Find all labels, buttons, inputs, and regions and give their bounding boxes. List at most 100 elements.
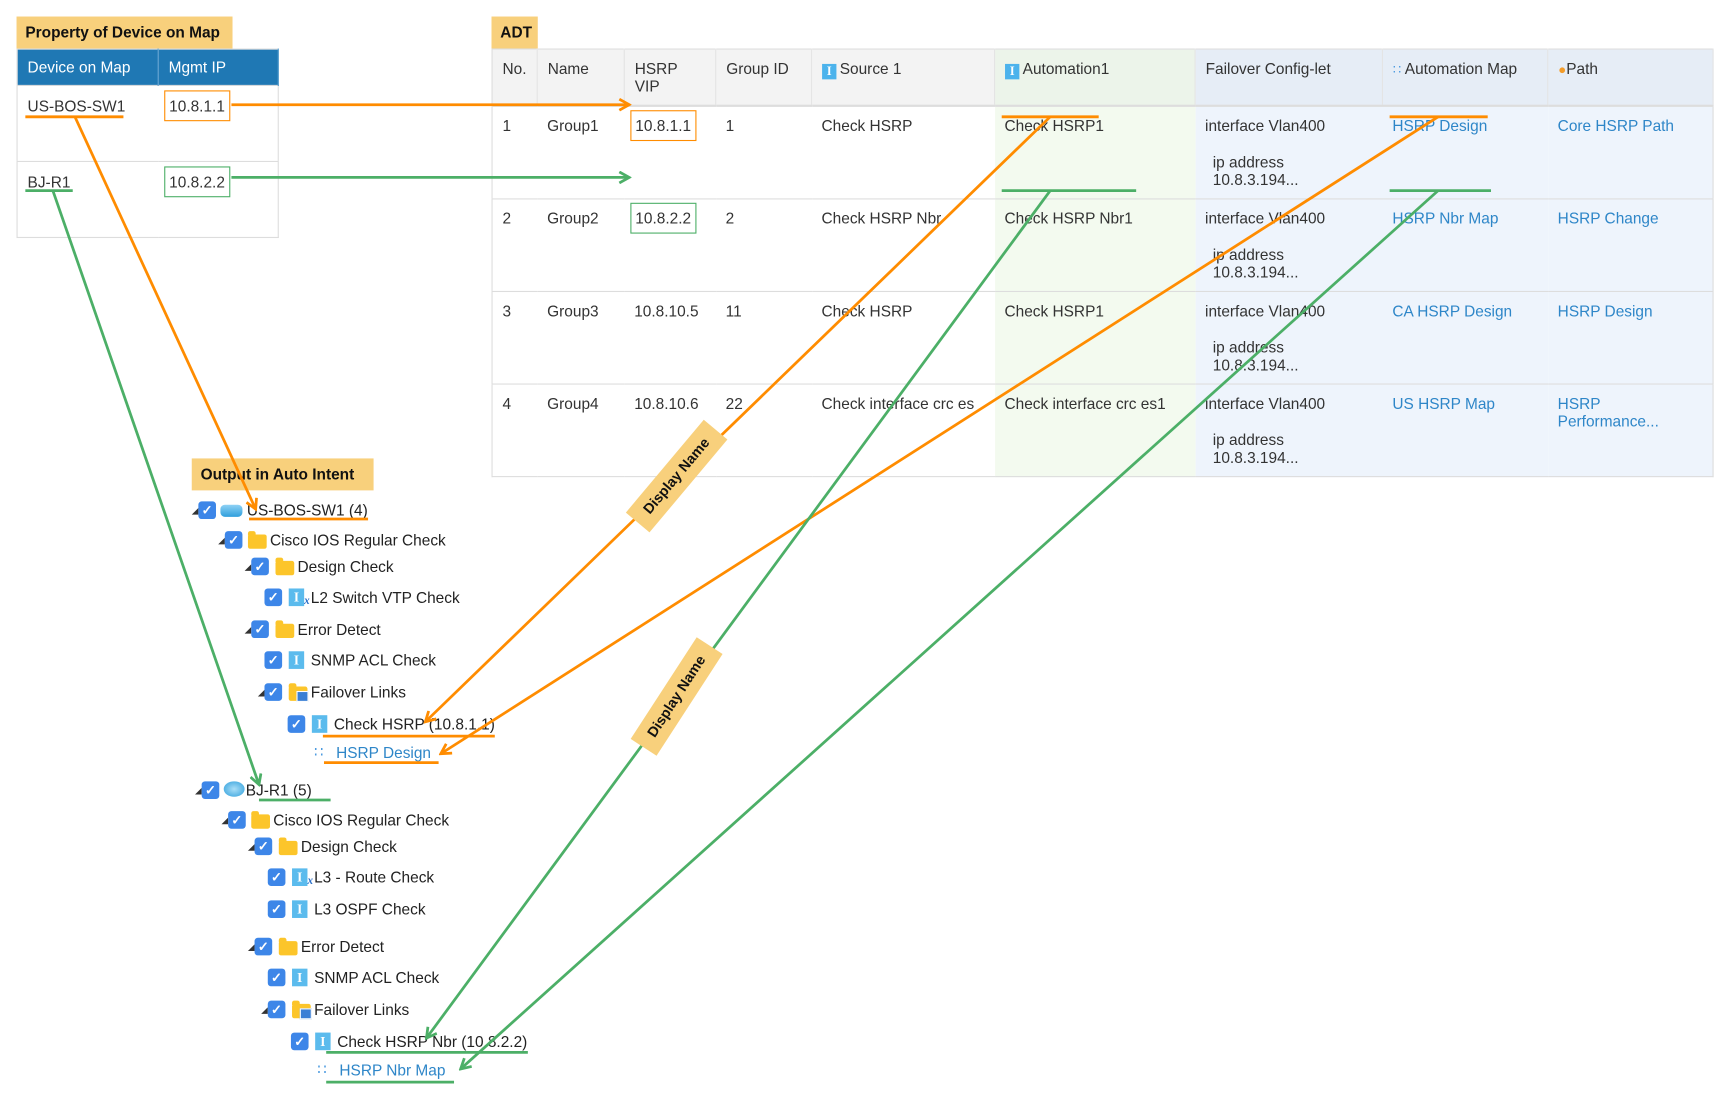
mgmt-ip: 10.8.2.2	[163, 166, 231, 198]
node-label: L3 - Route Check	[314, 868, 435, 887]
checkbox[interactable]: ✓	[254, 837, 273, 856]
automation-map-link[interactable]: US HSRP Map	[1392, 394, 1495, 413]
checkbox[interactable]: ✓	[267, 868, 286, 887]
node-label: Error Detect	[300, 937, 385, 956]
table-header: No. Name HSRP VIP Group ID I Source 1 I Au…	[492, 49, 1714, 107]
node-label: Cisco IOS Regular Check	[269, 531, 446, 549]
checkbox[interactable]: ✓	[254, 937, 273, 956]
source1: Check HSRP Nbr	[811, 198, 995, 292]
expand-toggle-icon[interactable]	[247, 844, 255, 851]
automation1: Check HSRP1	[994, 105, 1196, 199]
source1: Check HSRP	[811, 105, 995, 199]
checkbox[interactable]: ✓	[267, 900, 286, 918]
col-mgmt-ip: Mgmt IP	[158, 49, 279, 86]
hsrp-vip: 10.8.2.2	[629, 202, 697, 234]
checkbox[interactable]: ✓	[251, 620, 269, 639]
failover-configlet: interface Vlan400 ip address 10.8.3.194..…	[1195, 383, 1383, 477]
adt-table: No. Name HSRP VIP Group ID I Source 1 I Au…	[491, 48, 1714, 478]
mapping-arrow	[441, 115, 1439, 754]
expand-toggle-icon[interactable]	[221, 817, 229, 825]
group-id: 22	[715, 383, 812, 477]
failover-configlet: interface Vlan400 ip address 10.8.3.194..…	[1195, 290, 1383, 385]
checkbox[interactable]: ✓	[228, 811, 246, 829]
expand-toggle-icon[interactable]	[244, 627, 252, 634]
node-label: SNMP ACL Check	[314, 968, 440, 987]
node-label: SNMP ACL Check	[310, 651, 436, 669]
checkbox[interactable]: ✓	[251, 557, 269, 576]
mgmt-ip: 10.8.1.1	[163, 90, 231, 122]
expand-toggle-icon[interactable]	[257, 689, 265, 697]
node-label: Design Check	[297, 557, 394, 576]
col-failover-configlet: Failover Config-let	[1195, 49, 1384, 107]
device-name: US-BOS-SW1	[17, 84, 159, 162]
expand-toggle-icon[interactable]	[244, 564, 252, 571]
intent-icon: I	[822, 63, 837, 80]
col-name: Name	[537, 49, 625, 107]
checkbox[interactable]: ✓	[264, 683, 283, 701]
mapping-arrow	[425, 115, 1052, 722]
expand-toggle-icon[interactable]	[261, 1007, 268, 1014]
path-link[interactable]: HSRP Performance...	[1557, 394, 1659, 430]
group-name: Group1	[537, 105, 625, 199]
col-automation-map: ∷ Automation Map	[1382, 49, 1549, 107]
map-icon: ∷	[1392, 61, 1402, 78]
checkbox[interactable]: ✓	[267, 968, 286, 987]
path-link[interactable]: Core HSRP Path	[1557, 116, 1675, 135]
row-no: 2	[492, 198, 538, 292]
node-label: Check HSRP (10.8.1.1)	[333, 715, 495, 733]
checkbox[interactable]: ✓	[264, 651, 283, 669]
node-label: L2 Switch VTP Check	[310, 588, 460, 607]
output-title: Output in Auto Intent	[191, 458, 374, 491]
node-label: Design Check	[300, 837, 397, 856]
checkbox[interactable]: ✓	[290, 1032, 309, 1051]
table-row: 1 Group1 10.8.1.1 1 Check HSRP Check HSR…	[492, 105, 1714, 199]
automation-map-link[interactable]: HSRP Nbr Map	[1392, 209, 1499, 228]
table-row: 2 Group2 10.8.2.2 2 Check HSRP Nbr Check…	[492, 198, 1714, 292]
automation-map-link[interactable]: CA HSRP Design	[1392, 301, 1513, 320]
automation1: Check HSRP Nbr1	[994, 198, 1196, 292]
col-automation1: I Automation1	[994, 49, 1196, 107]
row-no: 1	[492, 105, 538, 199]
path-link[interactable]: HSRP Change	[1557, 209, 1659, 228]
map-link[interactable]: HSRP Nbr Map	[339, 1061, 446, 1079]
device-name: BJ-R1	[17, 160, 159, 238]
col-path: ●Path	[1547, 49, 1714, 107]
row-no: 4	[492, 383, 538, 477]
col-source1: I Source 1	[811, 49, 996, 107]
table-row: BJ-R1 10.8.2.2	[17, 160, 279, 238]
checkbox[interactable]: ✓	[264, 588, 283, 607]
group-id: 1	[715, 105, 812, 199]
checkbox[interactable]: ✓	[224, 531, 243, 549]
expand-toggle-icon[interactable]	[191, 508, 199, 515]
node-label: US-BOS-SW1 (4)	[246, 501, 368, 520]
node-label: Error Detect	[297, 620, 381, 639]
checkbox[interactable]: ✓	[287, 715, 306, 733]
col-device: Device on Map	[17, 49, 159, 86]
mapping-arrow	[73, 116, 256, 509]
table-row: 3 Group3 10.8.10.5 11 Check HSRP Check H…	[492, 290, 1714, 385]
checkbox[interactable]: ✓	[267, 1000, 286, 1019]
failover-configlet: interface Vlan400 ip address 10.8.3.194..…	[1195, 105, 1383, 199]
node-label: Failover Links	[310, 683, 406, 701]
expand-toggle-icon[interactable]	[195, 787, 202, 795]
expand-toggle-icon[interactable]	[247, 944, 255, 952]
row-no: 3	[492, 290, 538, 385]
map-link[interactable]: HSRP Design	[336, 743, 432, 762]
source1: Check interface crc es	[811, 383, 995, 477]
group-name: Group4	[537, 383, 625, 477]
node-label: Check HSRP Nbr (10.8.2.2)	[337, 1032, 528, 1051]
hsrp-vip: 10.8.1.1	[629, 110, 697, 142]
table-row: US-BOS-SW1 10.8.1.1	[17, 84, 279, 162]
path-link[interactable]: HSRP Design	[1557, 301, 1653, 320]
mapping-arrow	[461, 189, 1440, 1069]
property-panel-title: Property of Device on Map	[16, 16, 233, 49]
checkbox[interactable]: ✓	[198, 501, 216, 520]
expand-toggle-icon[interactable]	[218, 537, 225, 545]
adt-title: ADT	[491, 16, 538, 49]
failover-configlet: interface Vlan400 ip address 10.8.3.194..…	[1195, 198, 1383, 292]
group-id: 2	[715, 198, 812, 292]
mapping-arrow	[51, 190, 259, 785]
checkbox[interactable]: ✓	[201, 781, 220, 799]
